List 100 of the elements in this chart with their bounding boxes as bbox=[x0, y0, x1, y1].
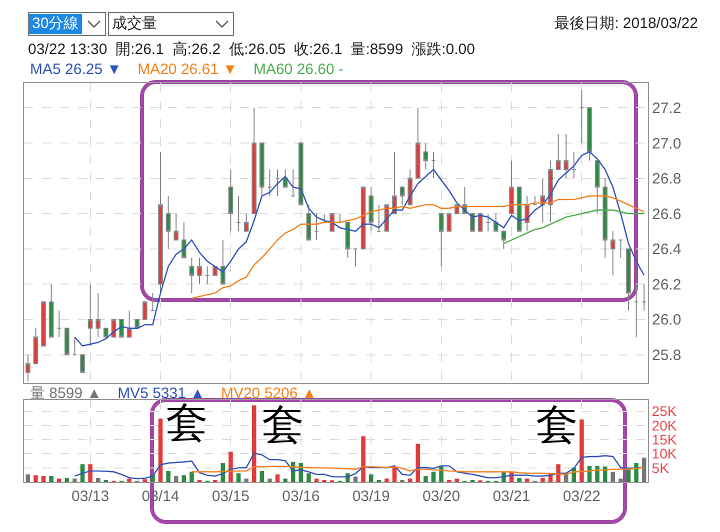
candlestick bbox=[228, 168, 234, 232]
x-tick-label: 03/15 bbox=[212, 488, 250, 505]
candlestick bbox=[548, 160, 553, 223]
bar bbox=[41, 476, 46, 482]
candlestick bbox=[493, 213, 498, 232]
candlestick bbox=[212, 266, 218, 276]
candlestick bbox=[626, 248, 631, 312]
candlestick bbox=[579, 90, 584, 144]
candlestick bbox=[259, 142, 264, 196]
bar bbox=[190, 472, 194, 482]
bar bbox=[88, 464, 92, 482]
candlestick bbox=[96, 292, 101, 338]
line-series bbox=[191, 195, 645, 299]
line-series bbox=[191, 466, 645, 476]
bar bbox=[268, 478, 272, 482]
candlestick bbox=[25, 354, 30, 382]
bar bbox=[34, 475, 38, 482]
candlestick bbox=[642, 284, 647, 312]
annotation: 套 bbox=[536, 400, 578, 449]
candlestick bbox=[556, 134, 561, 170]
candlestick bbox=[532, 195, 538, 206]
x-tick-label: 03/13 bbox=[72, 488, 110, 505]
candlestick bbox=[501, 230, 506, 250]
annotation: 套 bbox=[262, 400, 304, 449]
candlestick bbox=[634, 284, 639, 338]
bar bbox=[174, 476, 178, 482]
candlestick bbox=[540, 178, 546, 223]
candlestick bbox=[48, 284, 54, 338]
candlestick bbox=[438, 213, 444, 268]
y-tick-label: 5K bbox=[652, 460, 670, 476]
text: 30分線 bbox=[29, 14, 82, 34]
candlestick bbox=[142, 301, 148, 320]
line-series bbox=[74, 151, 645, 347]
candlestick bbox=[431, 151, 436, 179]
bar bbox=[56, 478, 62, 482]
candlestick bbox=[486, 213, 491, 232]
candlestick bbox=[330, 213, 335, 232]
candlestick bbox=[181, 222, 186, 258]
candlestick bbox=[56, 310, 62, 338]
candlestick bbox=[290, 168, 296, 196]
candlestick bbox=[602, 178, 608, 258]
candlestick bbox=[368, 186, 374, 232]
candlestick bbox=[423, 142, 428, 170]
y-tick-label: 25.8 bbox=[652, 347, 682, 364]
y-tick-label: 26.8 bbox=[652, 170, 682, 188]
bar bbox=[524, 478, 530, 482]
bar bbox=[517, 478, 522, 482]
bar bbox=[384, 478, 389, 482]
candlestick bbox=[252, 107, 257, 214]
y-tick-label: 10K bbox=[652, 446, 678, 462]
bar bbox=[275, 474, 280, 482]
text: MV20 5206 ▲ bbox=[220, 385, 317, 402]
bar bbox=[454, 478, 460, 482]
line-series bbox=[503, 209, 645, 244]
candlestick bbox=[174, 213, 179, 241]
bar bbox=[361, 436, 366, 482]
candlestick bbox=[236, 195, 241, 232]
text: MA60 26.60 - bbox=[253, 61, 344, 78]
bar bbox=[642, 458, 646, 482]
candlestick bbox=[408, 168, 413, 206]
y-tick-label: 25K bbox=[652, 403, 678, 420]
candlestick bbox=[166, 195, 171, 250]
candlestick bbox=[314, 213, 319, 241]
bar bbox=[142, 479, 148, 482]
text: 量 8599 ▲ bbox=[30, 385, 102, 402]
bar bbox=[306, 473, 311, 482]
x-tick-label: 03/22 bbox=[562, 488, 600, 505]
x-tick-label: 03/16 bbox=[282, 488, 320, 505]
bar bbox=[244, 478, 248, 482]
bar bbox=[634, 463, 638, 482]
y-tick-label: 26.6 bbox=[652, 206, 682, 223]
bar bbox=[158, 418, 163, 482]
candlestick bbox=[587, 107, 592, 162]
y-tick-label: 15K bbox=[652, 431, 678, 448]
candlestick bbox=[376, 204, 382, 232]
bar bbox=[228, 452, 233, 482]
candlestick bbox=[353, 248, 358, 268]
candlestick bbox=[150, 292, 156, 312]
candlestick bbox=[103, 328, 108, 338]
bar bbox=[540, 478, 545, 482]
candlestick bbox=[564, 134, 569, 179]
bar bbox=[260, 470, 264, 482]
candlestick bbox=[119, 318, 124, 338]
bar bbox=[127, 478, 132, 482]
y-tick-label: 20K bbox=[652, 417, 678, 434]
bar bbox=[431, 472, 436, 482]
text: MA5 26.25 ▼ bbox=[30, 61, 122, 78]
candlestick bbox=[41, 301, 46, 346]
chart-title: 最後日期: 2018/03/22 bbox=[554, 14, 698, 33]
candlestick bbox=[126, 310, 132, 338]
candlestick bbox=[470, 213, 475, 232]
candlestick bbox=[220, 240, 226, 285]
candlestick bbox=[446, 213, 452, 232]
candlestick bbox=[197, 257, 202, 285]
y-tick-label: 27.0 bbox=[652, 135, 682, 152]
y-tick-label: 26.2 bbox=[652, 276, 682, 294]
candlestick bbox=[80, 354, 85, 373]
bar bbox=[580, 420, 584, 482]
bar bbox=[182, 475, 186, 482]
candlestick bbox=[275, 168, 280, 196]
